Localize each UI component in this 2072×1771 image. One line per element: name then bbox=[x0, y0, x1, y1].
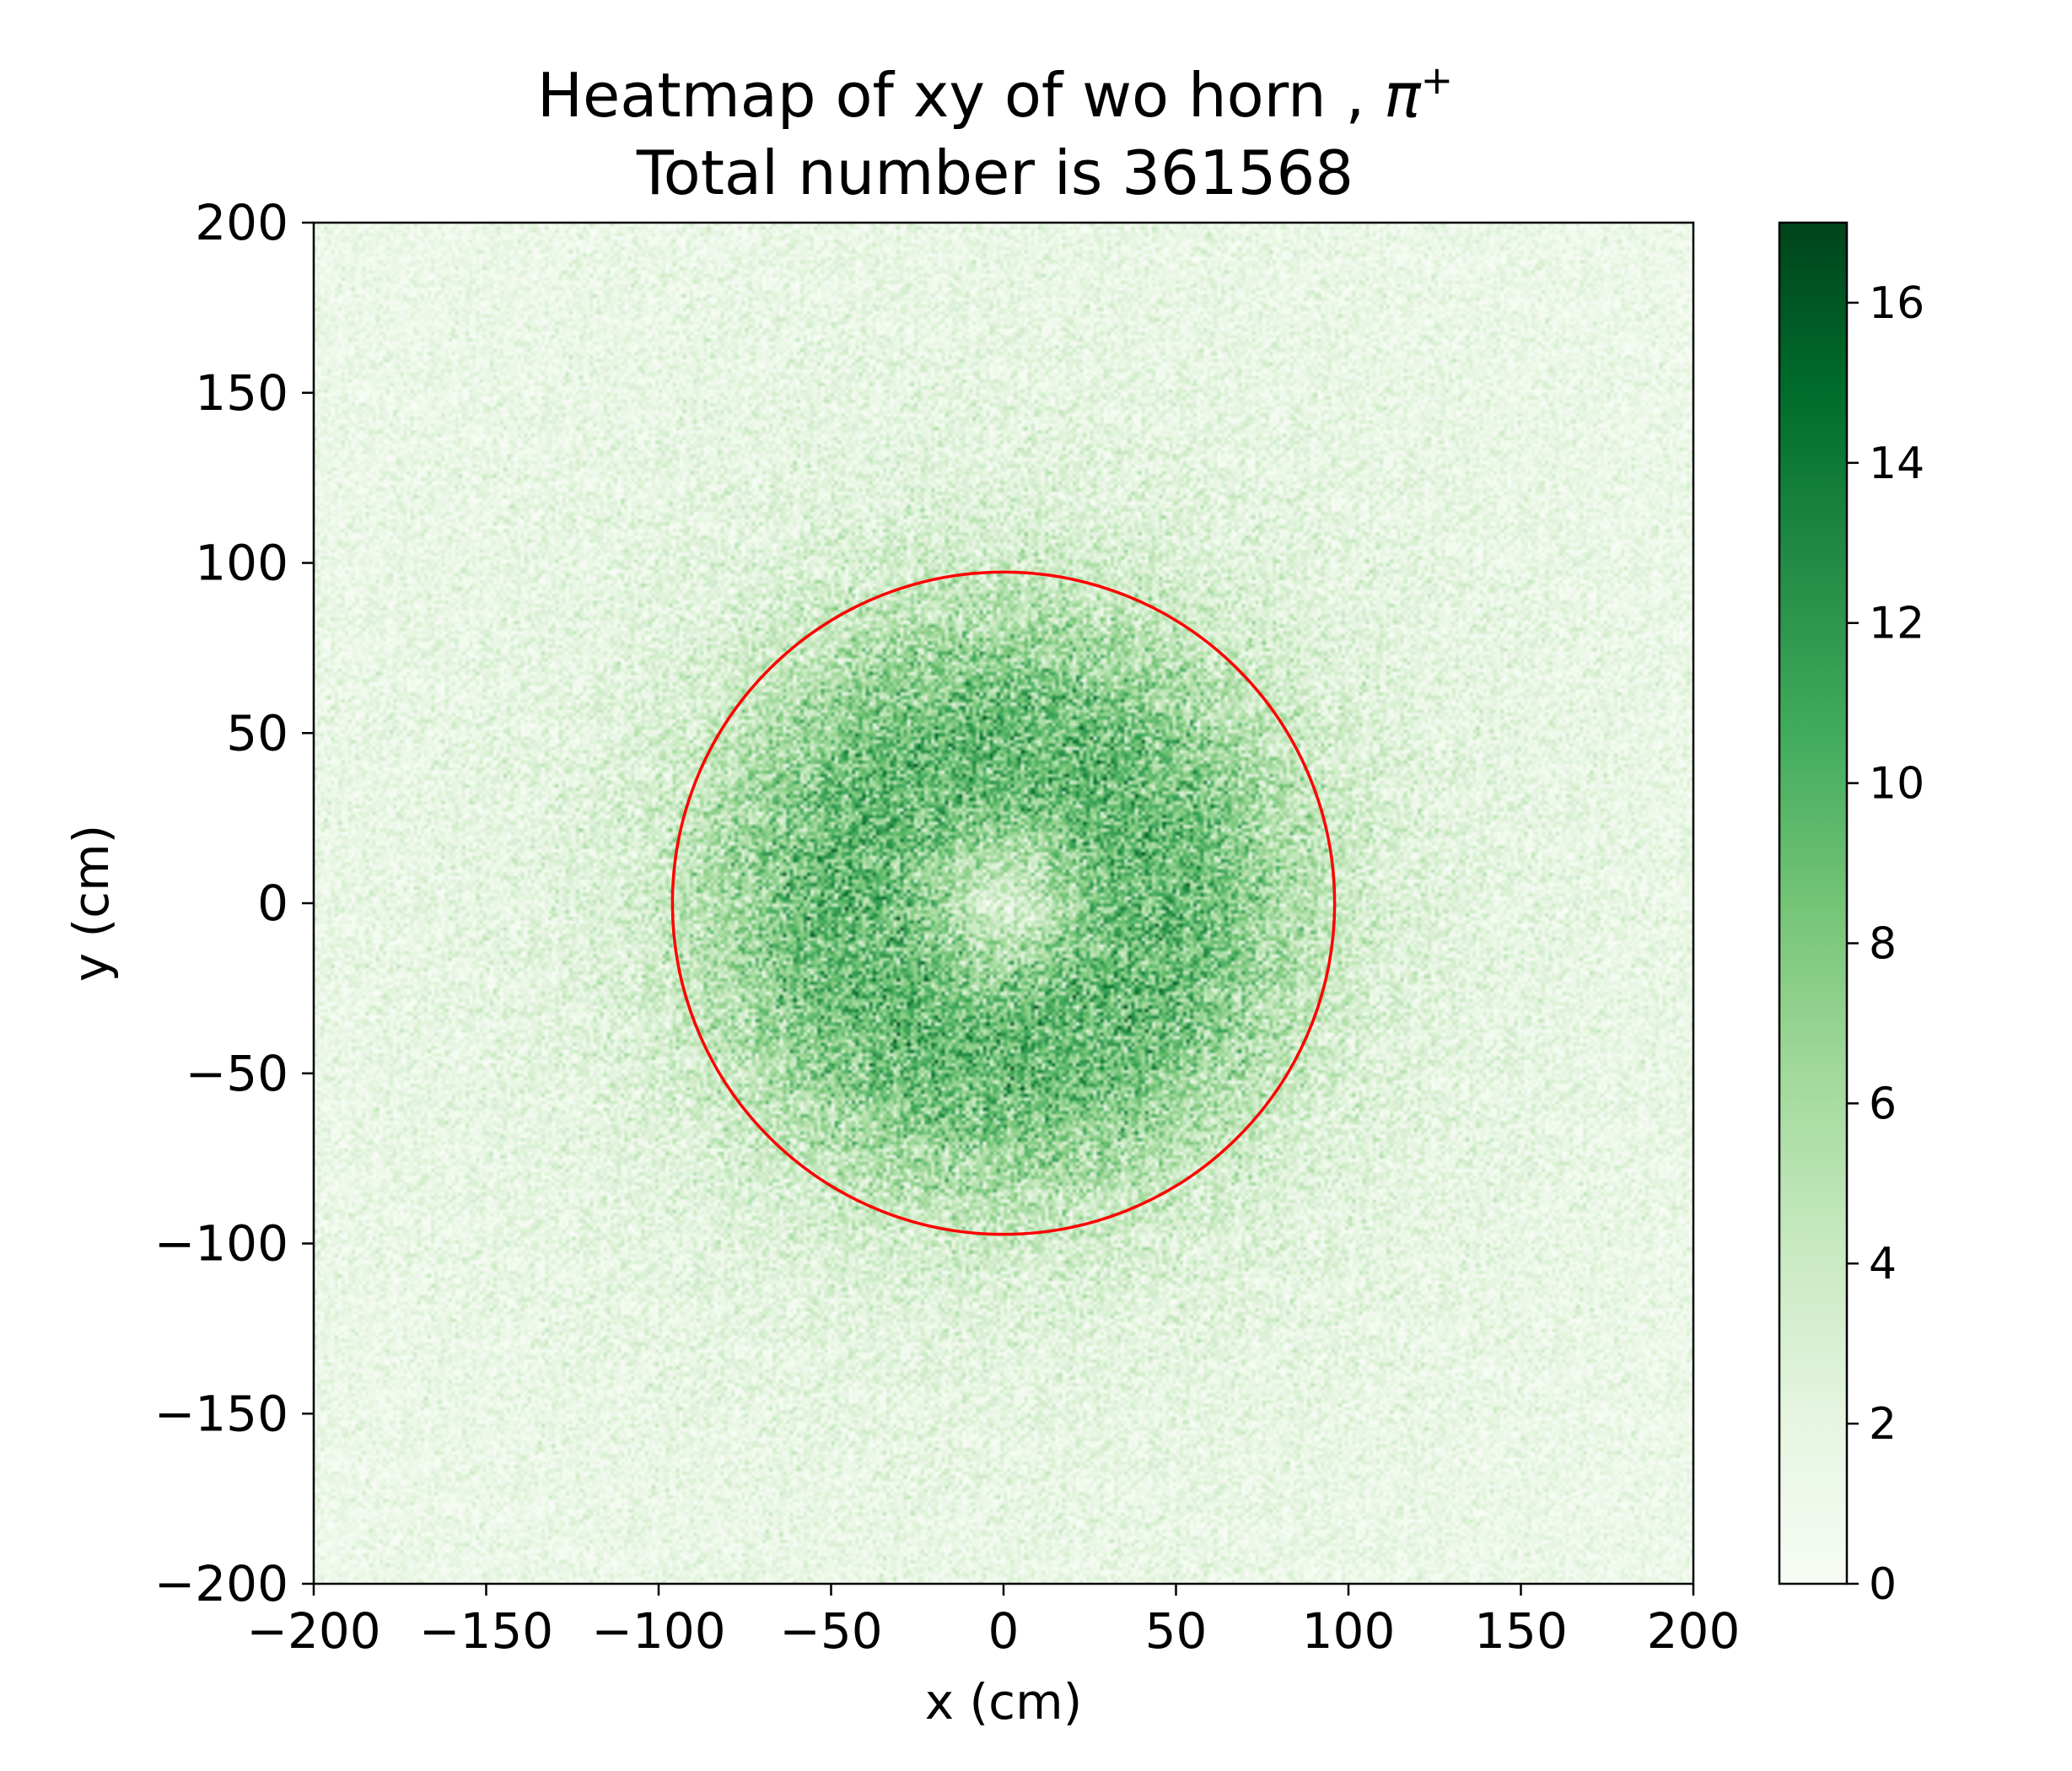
colorbar-gradient bbox=[1779, 223, 1847, 1584]
colorbar-tick-label: 14 bbox=[1869, 439, 1924, 489]
overlay-circle bbox=[670, 570, 1337, 1236]
x-tick-label: −150 bbox=[419, 1602, 553, 1660]
x-axis: −200 −150 −100 −50 0 50 100 150 200 bbox=[246, 1584, 1740, 1660]
y-tick-label: 200 bbox=[195, 194, 288, 251]
x-tick-label: 100 bbox=[1302, 1602, 1396, 1660]
x-tick-label: 50 bbox=[1145, 1602, 1208, 1660]
x-tick-label: 200 bbox=[1647, 1602, 1741, 1660]
y-tick-label: 0 bbox=[257, 875, 288, 932]
y-tick-label: 100 bbox=[195, 535, 288, 592]
y-tick-label: −50 bbox=[186, 1045, 288, 1102]
colorbar-tick-label: 8 bbox=[1869, 918, 1897, 969]
colorbar-tick-label: 4 bbox=[1869, 1239, 1897, 1289]
x-tick-label: 0 bbox=[988, 1602, 1020, 1660]
chart-title-line1: Heatmap of xy of wo horn , π+ bbox=[537, 57, 1453, 131]
colorbar-tick-label: 0 bbox=[1869, 1559, 1897, 1610]
y-axis: −200 −150 −100 −50 0 50 100 150 200 bbox=[154, 194, 314, 1612]
y-tick-label: 50 bbox=[226, 704, 288, 762]
heatmap-cells bbox=[314, 223, 1693, 1584]
title-plus-superscript: + bbox=[1421, 57, 1454, 103]
colorbar-frame bbox=[1778, 221, 1849, 1585]
colorbar-tick-label: 12 bbox=[1869, 599, 1924, 649]
x-tick-label: −100 bbox=[591, 1602, 725, 1660]
y-tick-label: −100 bbox=[154, 1215, 288, 1273]
colorbar-tick-label: 10 bbox=[1869, 759, 1924, 810]
colorbar-tick-label: 6 bbox=[1869, 1079, 1897, 1129]
x-tick-label: −200 bbox=[246, 1602, 380, 1660]
title-text-part: Heatmap of xy of wo horn , bbox=[537, 60, 1384, 131]
y-axis-label: y (cm) bbox=[62, 825, 120, 982]
x-tick-label: 150 bbox=[1474, 1602, 1568, 1660]
colorbar: 0 2 4 6 8 10 12 14 16 bbox=[1778, 221, 1924, 1610]
y-tick-label: −200 bbox=[154, 1555, 288, 1612]
x-tick-label: −50 bbox=[779, 1602, 882, 1660]
colorbar-ticks: 0 2 4 6 8 10 12 14 16 bbox=[1847, 278, 1924, 1610]
x-axis-label: x (cm) bbox=[925, 1673, 1082, 1731]
plot-area bbox=[312, 221, 1695, 1585]
y-tick-label: 150 bbox=[195, 364, 288, 422]
colorbar-tick-label: 2 bbox=[1869, 1399, 1897, 1450]
title-pi-symbol: π bbox=[1384, 60, 1422, 131]
colorbar-tick-label: 16 bbox=[1869, 278, 1924, 329]
chart-title-line2: Total number is 361568 bbox=[636, 137, 1354, 208]
y-tick-label: −150 bbox=[154, 1385, 288, 1442]
